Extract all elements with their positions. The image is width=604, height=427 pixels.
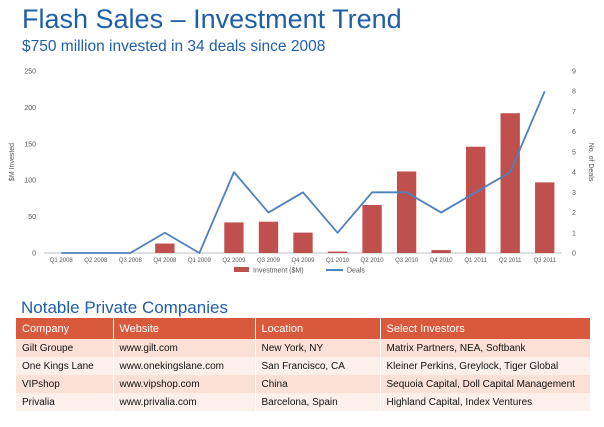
page-title: Flash Sales – Investment Trend: [22, 4, 402, 34]
legend-investment-swatch: [234, 267, 249, 272]
investment-bar: [500, 113, 520, 253]
x-tick-label: Q1 2009: [188, 258, 212, 264]
investment-bar: [293, 232, 313, 253]
company-website-cell: www.gilt.com: [113, 339, 256, 357]
y2-tick-label: 3: [572, 190, 576, 197]
y2-axis-title: No. of Deals: [587, 143, 594, 182]
y-tick-label: 50: [28, 214, 36, 221]
investment-bar: [535, 182, 555, 253]
x-tick-label: Q2 2011: [499, 258, 522, 264]
x-tick-label: Q4 2009: [291, 258, 315, 264]
company-name-cell: Privalia: [16, 393, 114, 411]
column-header-investors: Select Investors: [380, 318, 590, 339]
investment-bar: [362, 204, 382, 253]
deals-line: [61, 90, 546, 254]
company-location-cell: New York, NY: [255, 339, 381, 357]
company-investors-cell: Highland Capital, Index Ventures: [380, 393, 590, 411]
company-investors-cell: Sequoia Capital, Doll Capital Management: [380, 375, 590, 393]
investment-bar: [396, 171, 417, 253]
investment-chart: 0 50 100 150 200 250 0 1 2 3 4 5 6 7 8 9 $M Invested No. …: [9, 69, 594, 275]
y2-tick-label: 5: [572, 149, 576, 156]
y2-tick-label: 2: [572, 210, 576, 217]
x-tick-label: Q3 2010: [395, 258, 419, 264]
legend-deals-label: Deals: [347, 268, 365, 275]
x-tick-label: Q3 2009: [257, 258, 281, 264]
y-tick-label: 100: [24, 178, 36, 185]
x-tick-label: Q2 2008: [84, 258, 108, 264]
x-tick-label: Q2 2010: [361, 258, 385, 264]
page-subtitle: $750 million invested in 34 deals since …: [22, 38, 326, 55]
y2-tick-label: 0: [572, 251, 576, 258]
x-tick-label: Q3 2008: [119, 258, 143, 264]
company-name-cell: One Kings Lane: [16, 357, 114, 375]
company-website-cell: www.onekingslane.com: [113, 357, 256, 375]
company-location-cell: Barcelona, Spain: [255, 393, 381, 411]
y2-tick-label: 9: [572, 69, 576, 76]
y-tick-label: 0: [32, 251, 36, 258]
x-tick-label: Q3 2011: [533, 258, 556, 264]
investment-bar: [155, 243, 175, 253]
y2-tick-label: 1: [572, 230, 576, 237]
investment-bar: [327, 251, 348, 253]
x-tick-label: Q1 2011: [464, 258, 487, 264]
company-location-cell: San Francisco, CA: [255, 357, 381, 375]
company-location-cell: China: [255, 375, 381, 393]
x-tick-label: Q4 2010: [430, 258, 454, 264]
x-tick-label: Q1 2008: [50, 258, 74, 264]
table-row: Gilt Groupe www.gilt.com New York, NY Ma…: [16, 339, 590, 357]
y2-tick-label: 8: [572, 89, 576, 96]
column-header-company: Company: [16, 318, 114, 339]
companies-header-row: Company Website Location Select Investor…: [16, 318, 590, 339]
y-axis-title: $M Invested: [9, 143, 16, 181]
column-header-website: Website: [113, 318, 256, 339]
investment-bar: [465, 146, 486, 253]
x-tick-label: Q2 2009: [222, 258, 246, 264]
company-website-cell: www.vipshop.com: [113, 375, 256, 393]
y-tick-label: 150: [24, 141, 36, 148]
column-header-location: Location: [255, 318, 381, 339]
y-tick-label: 250: [24, 69, 36, 76]
legend-investment-label: Investment ($M): [253, 268, 304, 275]
x-tick-label: Q1 2010: [326, 258, 350, 264]
investment-bar: [224, 222, 244, 253]
investment-bar: [258, 221, 279, 253]
x-tick-label: Q4 2008: [153, 258, 177, 264]
table-row: VIPshop www.vipshop.com China Sequoia Ca…: [16, 375, 590, 393]
y-tick-label: 200: [24, 105, 36, 112]
company-name-cell: VIPshop: [16, 375, 114, 393]
company-investors-cell: Matrix Partners, NEA, Softbank: [380, 339, 590, 357]
table-row: One Kings Lane www.onekingslane.com San …: [16, 357, 590, 375]
companies-section-title: Notable Private Companies: [21, 298, 228, 317]
company-investors-cell: Kleiner Perkins, Greylock, Tiger Global: [380, 357, 590, 375]
companies-table: Company Website Location Select Investor…: [16, 318, 590, 411]
company-name-cell: Gilt Groupe: [16, 339, 114, 357]
table-row: Privalia www.privalia.com Barcelona, Spa…: [16, 393, 590, 411]
y2-tick-label: 6: [572, 129, 576, 136]
investment-bar: [431, 250, 451, 253]
y2-tick-label: 7: [572, 109, 576, 116]
y2-tick-label: 4: [572, 170, 576, 177]
company-website-cell: www.privalia.com: [113, 393, 256, 411]
